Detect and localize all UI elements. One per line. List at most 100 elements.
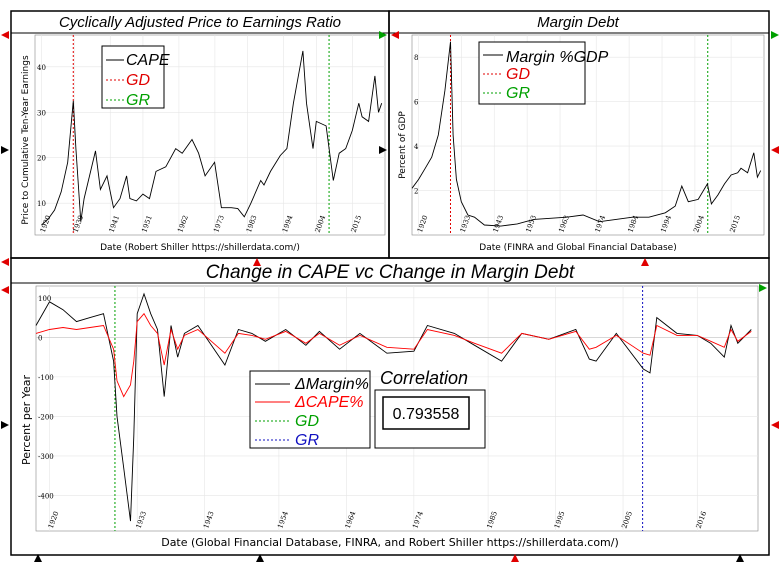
cape-x-tick-label: 1951 <box>140 214 154 233</box>
change-chart-title: Change in CAPE vc Change in Margin Debt <box>206 262 575 283</box>
margin-y-tick-label: 6 <box>414 99 419 107</box>
change-x-tick-label: 1943 <box>202 510 216 529</box>
change-y-tick-label: -300 <box>38 453 54 461</box>
edge-marker <box>391 31 399 39</box>
edge-marker <box>759 284 767 292</box>
edge-marker <box>379 146 387 154</box>
change-x-tick-label: 1920 <box>47 510 61 529</box>
change-plot-area <box>35 285 759 532</box>
cape-legend-box <box>101 45 165 109</box>
correlation-inner-box <box>382 396 470 430</box>
cape-plot-area <box>34 34 386 236</box>
change-y-tick-label: -400 <box>38 492 54 500</box>
cape-x-tick-label: 1941 <box>108 214 122 233</box>
edge-marker <box>1 286 9 294</box>
margin-chart-title: Margin Debt <box>537 14 620 31</box>
edge-marker <box>34 554 42 562</box>
cape-y-tick-label: 40 <box>37 64 46 72</box>
change-panel-frame <box>10 257 770 556</box>
cape-y-axis-label: Price to Cumulative Ten-Year Earnings <box>21 55 31 225</box>
cape-x-tick-label: 2015 <box>350 214 364 233</box>
margin-legend-gr: GR <box>506 85 530 102</box>
correlation-box: Correlation 0.793558 <box>374 368 486 449</box>
change-x-tick-label: 1954 <box>276 510 290 530</box>
change-y-tick-label: 100 <box>38 295 51 303</box>
margin-x-tick-label: 2015 <box>728 214 742 233</box>
cape-x-tick-label: 1994 <box>281 214 295 234</box>
margin-panel: Margin Debt Date (FINRA and Global Finan… <box>388 10 770 259</box>
edge-marker <box>379 31 387 39</box>
edge-marker <box>641 258 649 266</box>
change-x-tick-label: 1995 <box>553 510 567 529</box>
margin-legend-margin: Margin %GDP <box>506 49 609 66</box>
cape-x-tick-label: 1962 <box>176 214 190 233</box>
change-y-axis-label: Percent per Year <box>20 375 33 465</box>
margin-x-tick-label: 1994 <box>659 214 673 234</box>
change-panel: Change in CAPE vc Change in Margin Debt … <box>10 257 770 556</box>
change-y-tick-label: -200 <box>38 413 54 421</box>
edge-marker <box>253 258 261 266</box>
change-x-tick-label: 2016 <box>695 510 709 530</box>
margin-x-tick-label: 1920 <box>416 214 430 233</box>
edge-marker <box>1 146 9 154</box>
margin-x-tick-label: 2004 <box>692 214 706 234</box>
edge-marker <box>771 421 779 429</box>
margin-legend-box <box>478 41 586 105</box>
change-x-tick-label: 1974 <box>411 510 425 530</box>
margin-x-tick-label: 1984 <box>626 214 640 234</box>
edge-marker <box>1 31 9 39</box>
change-legend-gd: GD <box>295 413 319 430</box>
cape-x-tick-label: 1983 <box>245 214 259 233</box>
margin-x-axis-label: Date (FINRA and Global Financial Databas… <box>479 243 676 253</box>
change-legend: ΔMargin% ΔCAPE% GD GR <box>249 370 371 449</box>
cape-legend-gr: GR <box>126 92 150 109</box>
cape-legend-gd: GD <box>126 72 150 89</box>
cape-panel: Cyclically Adjusted Price to Earnings Ra… <box>10 10 390 259</box>
margin-x-tick-label: 1943 <box>492 214 506 233</box>
cape-chart-title: Cyclically Adjusted Price to Earnings Ra… <box>59 14 341 31</box>
correlation-value: 0.793558 <box>393 406 460 423</box>
cape-y-tick-label: 10 <box>37 200 46 208</box>
cape-x-tick-label: 1920 <box>39 214 53 233</box>
cape-y-tick-label: 20 <box>37 155 46 163</box>
edge-marker <box>1 421 9 429</box>
margin-y-tick-label: 2 <box>414 188 418 196</box>
change-y-tick-label: -100 <box>38 374 54 382</box>
edge-marker <box>1 258 9 266</box>
change-x-axis-label: Date (Global Financial Database, FINRA, … <box>161 536 619 549</box>
cape-legend-cape: CAPE <box>126 52 170 69</box>
cape-x-axis-label: Date (Robert Shiller https://shillerdata… <box>100 243 300 253</box>
change-x-tick-label: 2005 <box>620 510 634 529</box>
margin-legend: Margin %GDP GD GR <box>478 41 609 105</box>
change-x-tick-label: 1985 <box>485 510 499 529</box>
margin-plot-area <box>411 34 765 236</box>
margin-series-primary-line <box>411 41 762 227</box>
cape-series-primary-line <box>41 50 383 226</box>
margin-x-tick-label: 1963 <box>557 214 571 233</box>
margin-y-tick-label: 8 <box>414 54 418 62</box>
cape-y-tick-label: 30 <box>37 109 46 117</box>
cape-x-tick-label: 2004 <box>314 214 328 234</box>
cape-x-tick-label: 1930 <box>72 214 86 233</box>
edge-marker <box>256 554 264 562</box>
cape-legend: CAPE GD GR <box>101 45 170 109</box>
change-x-tick-label: 1964 <box>344 510 358 530</box>
margin-x-tick-label: 1974 <box>594 214 608 234</box>
change-legend-dmargin: ΔMargin% <box>294 376 369 393</box>
edge-markers <box>1 31 779 562</box>
edge-marker <box>771 146 779 154</box>
edge-marker <box>511 554 519 562</box>
margin-x-tick-label: 1933 <box>459 214 473 233</box>
change-y-tick-label: 0 <box>38 334 42 342</box>
margin-y-axis-label: Percent of GDP <box>398 111 408 179</box>
change-series-secondary-line <box>35 312 752 398</box>
change-x-tick-label: 1933 <box>135 510 149 529</box>
correlation-label: Correlation <box>380 368 468 388</box>
change-legend-dcape: ΔCAPE% <box>294 394 364 411</box>
margin-x-tick-label: 1953 <box>525 214 539 233</box>
edge-marker <box>771 31 779 39</box>
cape-x-tick-label: 1973 <box>212 214 226 233</box>
change-legend-gr: GR <box>295 432 319 449</box>
margin-y-tick-label: 4 <box>414 143 419 151</box>
